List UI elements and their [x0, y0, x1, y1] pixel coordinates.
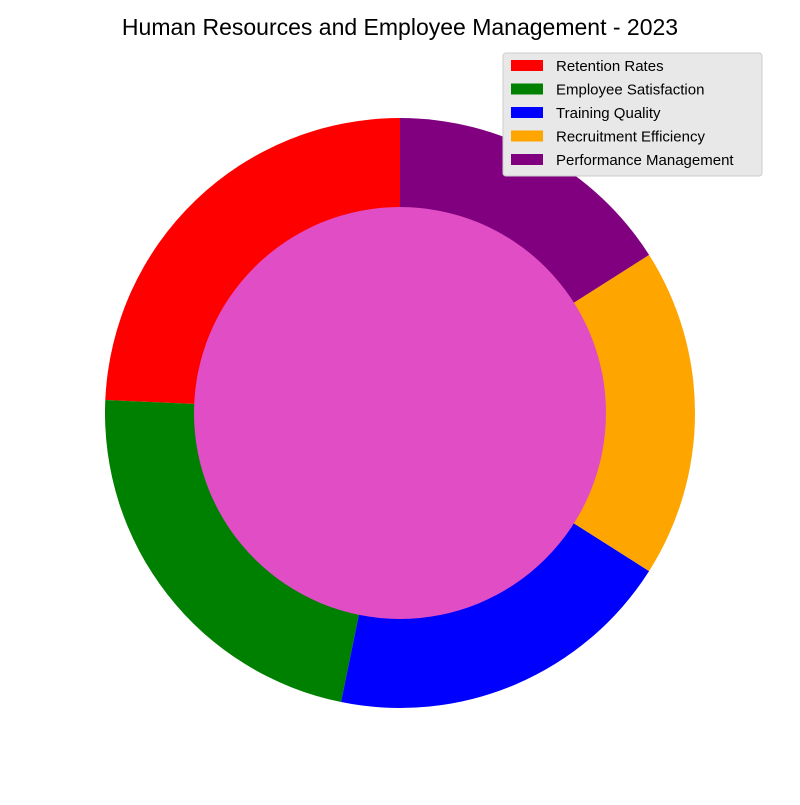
legend-label-retention-rates: Retention Rates — [556, 58, 664, 75]
legend-label-performance-management: Performance Management — [556, 152, 734, 169]
legend-label-employee-satisfaction: Employee Satisfaction — [556, 82, 704, 99]
donut-center — [194, 207, 606, 619]
legend-box — [502, 52, 763, 177]
legend-label-recruitment-efficiency: Recruitment Efficiency — [556, 129, 705, 146]
legend-swatch-employee-satisfaction — [511, 83, 543, 95]
legend-swatch-recruitment-efficiency — [511, 130, 543, 142]
legend-items: Retention Rates Employee Satisfaction Trai… — [511, 58, 734, 169]
legend-swatch-performance-management — [511, 154, 543, 165]
chart-title: Human Resources and Employee Management … — [122, 14, 678, 40]
legend-swatch-training-quality — [511, 107, 543, 118]
legend-swatch-retention-rates — [511, 60, 543, 71]
legend-label-training-quality: Training Quality — [556, 105, 661, 122]
legend: Retention Rates Employee Satisfaction Trai… — [502, 52, 763, 177]
